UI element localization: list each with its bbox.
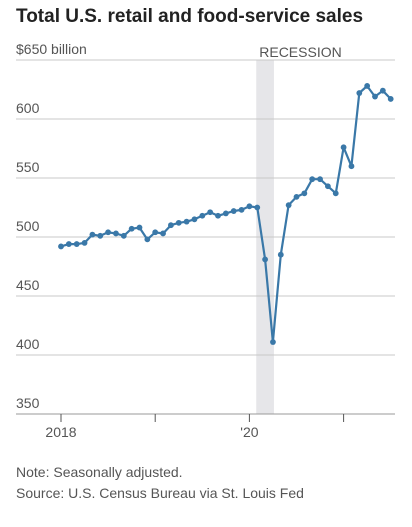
data-point xyxy=(348,163,355,170)
data-point xyxy=(58,243,64,250)
chart-title: Total U.S. retail and food-service sales xyxy=(16,6,364,27)
data-point xyxy=(309,176,316,183)
y-tick-label: 600 xyxy=(16,100,40,116)
y-tick-label: 450 xyxy=(16,277,40,293)
data-point xyxy=(160,230,166,237)
data-point xyxy=(254,204,261,211)
data-point xyxy=(246,203,253,210)
y-tick-label: 400 xyxy=(16,336,40,352)
data-point xyxy=(89,231,96,238)
data-point xyxy=(97,232,104,239)
data-point xyxy=(168,222,174,229)
data-point xyxy=(215,212,221,219)
data-point xyxy=(136,224,143,231)
data-point xyxy=(144,236,151,243)
x-tick-label: 2018 xyxy=(45,424,76,440)
data-point xyxy=(301,190,308,197)
data-point xyxy=(113,230,119,237)
data-point xyxy=(262,256,268,263)
data-point xyxy=(277,251,284,258)
data-point xyxy=(73,241,80,247)
data-point xyxy=(325,183,331,190)
data-point xyxy=(356,90,363,96)
gridlines xyxy=(16,59,395,415)
data-point xyxy=(285,202,292,209)
y-tick-label: $650 billion xyxy=(16,41,87,57)
data-point xyxy=(191,216,198,223)
line-chart: RECESSION 350 400 450 500 550 600 $650 billion… xyxy=(16,41,395,440)
data-point xyxy=(293,193,300,200)
y-tick-label: 500 xyxy=(16,218,40,234)
data-point xyxy=(207,209,214,216)
note-text: Note: Seasonally adjusted. xyxy=(16,464,183,480)
data-point xyxy=(230,208,237,214)
data-point xyxy=(152,229,159,236)
data-point xyxy=(105,229,111,236)
data-point xyxy=(332,190,339,197)
data-point xyxy=(270,339,276,345)
x-axis: 2018 '20 xyxy=(45,414,345,440)
data-point xyxy=(65,241,72,247)
data-point xyxy=(128,225,135,232)
data-point xyxy=(379,87,386,94)
data-point xyxy=(364,83,371,89)
recession-shading: RECESSION xyxy=(256,44,342,414)
data-point xyxy=(317,176,323,183)
data-point xyxy=(372,93,378,100)
data-point xyxy=(183,218,190,225)
data-point xyxy=(238,206,245,213)
x-tick-label: '20 xyxy=(240,424,258,440)
data-point xyxy=(120,232,127,239)
data-point xyxy=(222,210,229,217)
series-retail-sales xyxy=(58,83,394,345)
source-text: Source: U.S. Census Bureau via St. Louis… xyxy=(16,485,304,501)
data-point xyxy=(199,212,206,219)
data-point xyxy=(340,144,347,151)
data-point xyxy=(81,240,88,246)
recession-label: RECESSION xyxy=(259,44,341,60)
y-axis: 350 400 450 500 550 600 $650 billion xyxy=(16,41,87,411)
notes: Note: Seasonally adjusted. Source: U.S. … xyxy=(16,462,304,504)
y-tick-label: 350 xyxy=(16,395,40,411)
data-point xyxy=(387,96,394,102)
data-point xyxy=(175,219,182,226)
y-tick-label: 550 xyxy=(16,159,40,175)
